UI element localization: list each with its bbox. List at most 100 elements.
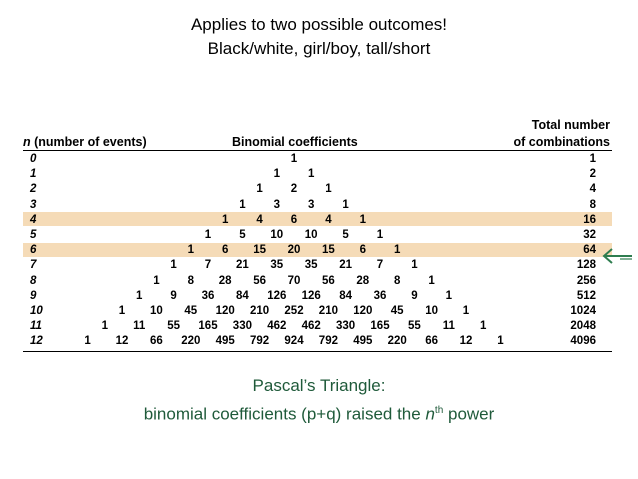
coefficient-cell: 5 <box>239 229 246 241</box>
coefficient-cell: 1 <box>462 305 470 317</box>
caption-superscript: th <box>434 405 444 416</box>
coefficient-cell: 462 <box>267 320 287 333</box>
coefficient-cell: 1 <box>307 168 315 181</box>
coefficient-cell: 495 <box>353 335 373 348</box>
coefficient-cell: 1 <box>204 229 212 241</box>
coefficient-cell: 1 <box>497 335 504 348</box>
row-n-value: 9 <box>30 289 37 302</box>
coefficient-cell: 165 <box>198 320 218 333</box>
coefficient-cell: 84 <box>235 289 249 302</box>
coefficient-cell: 792 <box>250 335 270 348</box>
coefficient-cell: 21 <box>339 259 352 272</box>
coefficient-cell: 20 <box>287 244 301 257</box>
intro-line-2: Black/white, girl/boy, tall/short <box>207 39 431 58</box>
left-arrow-icon <box>602 248 632 264</box>
coefficient-cell: 35 <box>270 259 284 272</box>
coefficient-cell: 9 <box>170 289 177 302</box>
coefficient-cell: 7 <box>204 259 212 272</box>
coefficient-cell: 9 <box>411 289 418 302</box>
coefficient-cell: 1 <box>187 244 194 257</box>
coefficient-cell: 8 <box>393 274 401 287</box>
coefficient-cell: 210 <box>250 305 270 317</box>
row-n-value: 2 <box>30 183 37 196</box>
coefficient-cell: 1 <box>359 213 366 226</box>
coefficient-cell: 1 <box>239 198 246 211</box>
coefficient-cell: 1 <box>84 335 91 348</box>
row-total: 32 <box>583 229 596 241</box>
n-column-header: n (number of events) <box>23 135 147 149</box>
coefficient-cell: 35 <box>304 259 318 272</box>
coefficient-cell: 1 <box>393 244 401 257</box>
coefficient-cell: 11 <box>442 320 455 333</box>
row-n-value: 0 <box>30 153 37 165</box>
coefficient-cell: 1 <box>118 305 126 317</box>
row-n-value: 10 <box>30 305 43 317</box>
coefficient-cell: 165 <box>370 320 390 333</box>
coefficient-cell: 126 <box>301 289 321 302</box>
row-n-value: 7 <box>30 259 37 272</box>
row-n-value: 8 <box>30 274 37 287</box>
highlight-band <box>23 242 612 257</box>
coefficient-cell: 1 <box>445 289 452 302</box>
row-total: 2048 <box>570 320 596 333</box>
coefficient-cell: 220 <box>387 335 407 348</box>
coefficient-cell: 2 <box>290 183 298 196</box>
caption-tail: power <box>443 404 495 424</box>
coefficient-cell: 70 <box>287 274 301 287</box>
coefficient-cell: 55 <box>167 320 180 333</box>
coefficient-cell: 252 <box>284 305 304 317</box>
coefficient-cell: 792 <box>318 335 338 348</box>
coefficient-cell: 1 <box>342 198 349 211</box>
caption-line-2: binomial coefficients (p+q) raised the n… <box>0 399 638 427</box>
coefficient-cell: 15 <box>253 244 266 257</box>
coefficient-cell: 1 <box>170 259 177 272</box>
coefficient-cell: 10 <box>425 305 438 317</box>
coefficient-cell: 1 <box>153 274 160 287</box>
coefficient-cell: 6 <box>221 244 229 257</box>
header-rule <box>23 150 612 151</box>
coefficient-cell: 120 <box>215 305 235 317</box>
coefficient-cell: 66 <box>425 335 438 348</box>
coefficient-cell: 3 <box>273 198 280 211</box>
coefficient-cell: 21 <box>235 259 249 272</box>
coefficient-cell: 1 <box>428 274 435 287</box>
row-n-value: 4 <box>30 213 37 226</box>
coefficient-cell: 1 <box>479 320 487 333</box>
coefficient-cell: 56 <box>321 274 335 287</box>
coefficient-cell: 1 <box>135 289 143 302</box>
coefficient-cell: 5 <box>342 229 349 241</box>
coefficient-cell: 12 <box>115 335 129 348</box>
row-total: 16 <box>583 213 596 226</box>
coefficient-cell: 220 <box>181 335 201 348</box>
coefficient-cell: 36 <box>201 289 215 302</box>
caption-text: binomial coefficients (p+q) raised the <box>143 404 426 424</box>
coefficient-cell: 28 <box>218 274 232 287</box>
total-header-line-1: Total number <box>531 118 610 132</box>
row-total: 256 <box>576 274 596 287</box>
coefficient-cell: 4 <box>256 213 263 226</box>
coefficient-cell: 8 <box>187 274 194 287</box>
coefficient-cell: 28 <box>356 274 370 287</box>
caption-line-1: Pascal’s Triangle: <box>252 376 386 395</box>
coefficient-cell: 1 <box>376 229 384 241</box>
coefficient-cell: 10 <box>270 229 284 241</box>
coefficient-cell: 3 <box>307 198 315 211</box>
coefficient-cell: 36 <box>373 289 387 302</box>
coefficient-cell: 1 <box>273 168 280 181</box>
coefficient-cell: 1 <box>290 153 298 165</box>
coefficient-cell: 1 <box>256 183 263 196</box>
coefficient-cell: 15 <box>321 244 335 257</box>
coefficient-cell: 66 <box>149 335 163 348</box>
row-total: 64 <box>583 244 596 257</box>
coefficient-cell: 45 <box>184 305 198 317</box>
coefficient-cell: 330 <box>336 320 356 333</box>
coefficient-cell: 495 <box>215 335 235 348</box>
caption-n: n <box>425 404 435 424</box>
row-n-value: 3 <box>30 198 37 211</box>
coefficient-cell: 11 <box>133 320 146 333</box>
row-n-value: 1 <box>30 168 37 181</box>
row-total: 4096 <box>570 335 596 348</box>
row-total: 4 <box>589 183 596 196</box>
row-total: 2 <box>589 168 596 181</box>
coefficient-cell: 1 <box>221 213 229 226</box>
